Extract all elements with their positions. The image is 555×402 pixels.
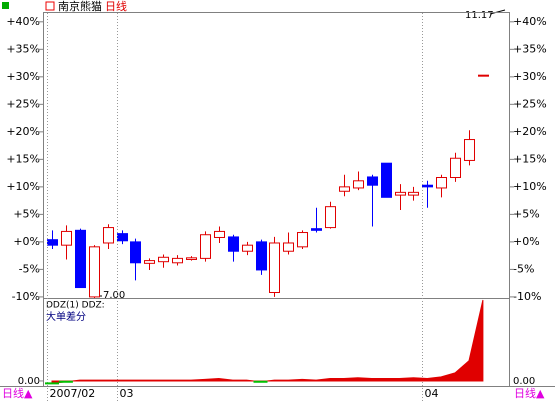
y-tick-label: -10%: [513, 290, 541, 303]
candle-body: [283, 242, 294, 252]
candle-body: [311, 228, 322, 231]
candle-body: [47, 239, 58, 246]
candle-body: [242, 244, 253, 252]
y-tick-label: 0.00: [513, 376, 535, 387]
candle-body: [256, 241, 267, 271]
low-price-label: 7.00: [103, 290, 125, 301]
candle-body: [297, 232, 308, 248]
candle-body: [450, 157, 461, 179]
indicator-name: 大单差分: [46, 310, 86, 323]
candle-body: [130, 241, 141, 264]
y-tick-label: +30%: [6, 70, 40, 83]
candle-body: [75, 229, 86, 289]
y-tick-label: +15%: [513, 152, 547, 165]
footer-label: 日线▲: [2, 386, 33, 400]
y-tick-label: +10%: [6, 180, 40, 193]
candle-body: [408, 191, 419, 196]
candle-body: [144, 260, 155, 264]
candle-body: [436, 177, 447, 189]
chart-title: 南京熊猫: [58, 0, 102, 13]
high-price-label: 11.17: [465, 10, 494, 21]
candle-body: [200, 234, 211, 259]
candle-body: [103, 227, 114, 244]
y-tick-label: -10%: [12, 290, 40, 303]
y-tick-label: +30%: [513, 70, 547, 83]
y-tick-label: -5%: [513, 262, 534, 275]
y-tick-label: +40%: [6, 15, 40, 28]
icon: [2, 2, 9, 9]
icon: [45, 1, 55, 11]
candle-body: [381, 162, 392, 198]
candle-body: [422, 184, 433, 188]
candle-body: [172, 257, 183, 264]
candle-body: [464, 139, 475, 161]
candle-body: [478, 74, 489, 77]
candle-body: [158, 256, 169, 263]
y-tick-label: +20%: [6, 125, 40, 138]
y-tick-label: +5%: [513, 207, 540, 220]
candle-body: [269, 242, 280, 293]
y-tick-label: +15%: [6, 152, 40, 165]
candle-body: [117, 233, 128, 242]
candle-body: [186, 257, 197, 260]
y-tick-label: +25%: [6, 97, 40, 110]
footer-label: 日线▲: [514, 386, 545, 400]
y-tick-label: +35%: [513, 42, 547, 55]
y-tick-label: +5%: [13, 207, 40, 220]
y-tick-label: +25%: [513, 97, 547, 110]
y-tick-label: +20%: [513, 125, 547, 138]
candle-body: [325, 206, 336, 229]
y-tick-label: -5%: [19, 262, 40, 275]
y-tick-label: +35%: [6, 42, 40, 55]
candle-body: [367, 176, 378, 186]
y-tick-label: +0%: [513, 235, 540, 248]
indicator-title: DDZ(1) DDZ:: [46, 301, 105, 311]
x-tick-label: 2007/02: [50, 387, 96, 400]
candle-body: [214, 230, 225, 238]
candle-body: [89, 246, 100, 298]
chart-subtitle: 日线: [105, 0, 127, 13]
candle-body: [353, 180, 364, 189]
y-tick-label: +0%: [13, 235, 40, 248]
candle-body: [228, 236, 239, 252]
candle-body: [61, 230, 72, 246]
x-tick-label: 04: [425, 387, 439, 400]
x-tick-label: 03: [120, 387, 134, 400]
y-tick-label: +40%: [513, 15, 547, 28]
candle-body: [339, 186, 350, 192]
y-tick-label: +10%: [513, 180, 547, 193]
indicator-area: [51, 299, 484, 384]
candle-body: [395, 191, 406, 196]
y-tick-label: 0.00: [18, 376, 40, 387]
